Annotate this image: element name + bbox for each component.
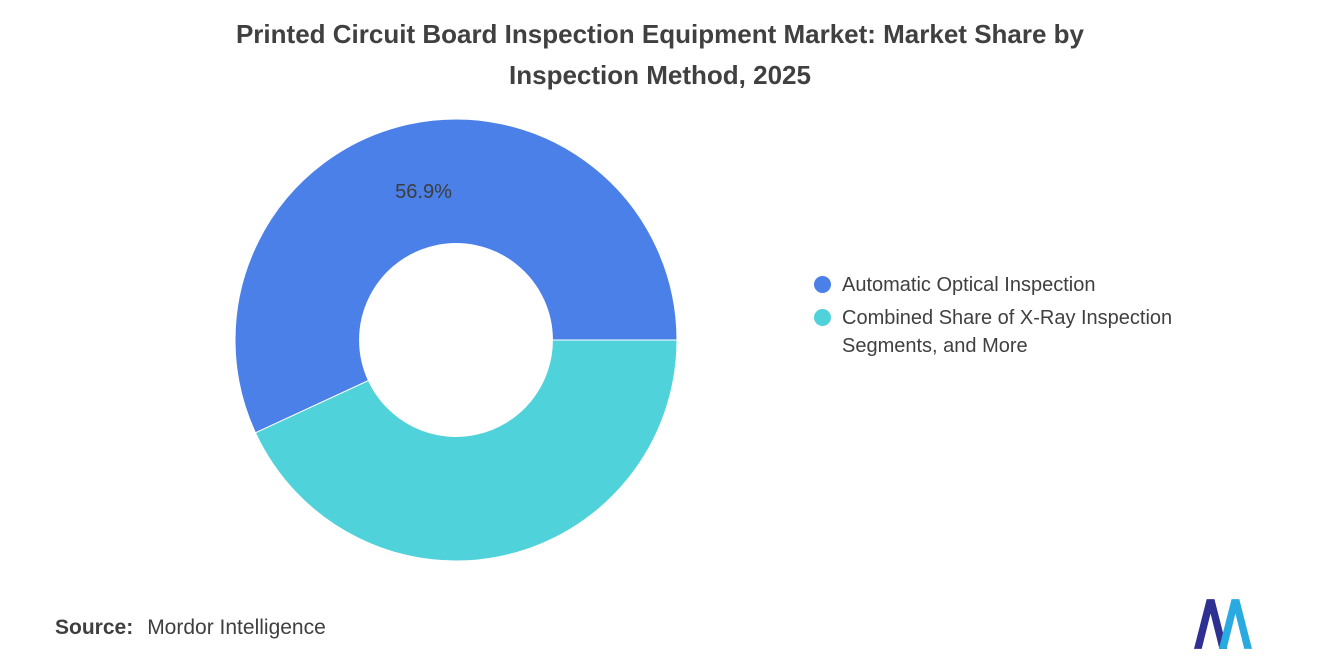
chart-title-line-1: Printed Circuit Board Inspection Equipme… (235, 19, 1085, 49)
legend: Automatic Optical Inspection Combined Sh… (814, 271, 1220, 360)
legend-item-xray-inspection-segments[interactable]: Combined Share of X-Ray Inspection Segme… (814, 304, 1220, 360)
mordor-intelligence-logo (1194, 599, 1252, 649)
legend-marker-blue-icon (814, 276, 831, 293)
pie-slice-0[interactable] (234, 118, 678, 434)
chart-title: Printed Circuit Board Inspection Equipme… (0, 14, 1320, 96)
source-text: Mordor Intelligence (147, 616, 326, 639)
legend-marker-teal-icon (814, 309, 831, 326)
legend-item-automatic-optical-inspection[interactable]: Automatic Optical Inspection (814, 271, 1220, 299)
legend-label: Automatic Optical Inspection (842, 274, 1096, 296)
donut-chart: 56.9% (233, 117, 679, 563)
pie-slice-label-0: 56.9% (395, 181, 452, 203)
source-prefix: Source: (55, 616, 134, 639)
pie-slice-1[interactable] (254, 339, 678, 562)
legend-label: Combined Share of X-Ray Inspection Segme… (842, 307, 1173, 357)
source-line: Source: Mordor Intelligence (55, 616, 326, 640)
mordor-logo-icon (1194, 599, 1252, 649)
chart-title-line-2: Inspection Method, 2025 (509, 60, 811, 90)
donut-chart-svg: 56.9% (234, 118, 678, 562)
